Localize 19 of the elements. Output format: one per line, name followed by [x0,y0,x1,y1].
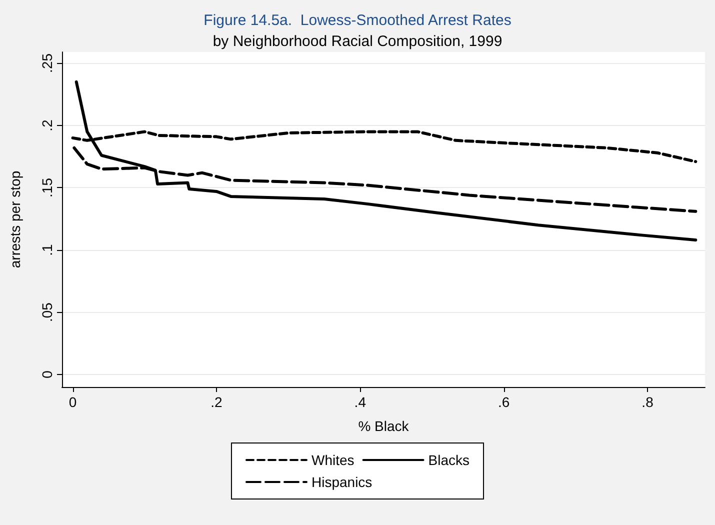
y-tick-label: .05 [39,302,55,322]
chart-subtitle: by Neighborhood Racial Composition, 1999 [212,33,502,50]
y-tick-label: .15 [39,178,55,198]
legend-label: Hispanics [311,474,372,490]
x-tick-label: .6 [498,394,510,410]
chart-title: Figure 14.5a. Lowess-Smoothed Arrest Rates [204,12,512,29]
x-axis-title: % Black [358,418,410,434]
y-axis-title: arrests per stop [7,170,23,268]
x-tick-label: .8 [642,394,654,410]
y-tick-label: .25 [39,53,55,73]
legend-label: Whites [311,452,354,468]
y-tick-label: .2 [39,119,55,132]
x-tick-label: .4 [354,394,366,410]
x-tick-label: .2 [210,394,223,410]
line-series [74,80,698,242]
y-tick-label: 0 [39,370,55,378]
x-tick-label: 0 [68,394,77,410]
y-tick-label: .1 [39,244,55,256]
legend-label: Blacks [428,452,470,468]
